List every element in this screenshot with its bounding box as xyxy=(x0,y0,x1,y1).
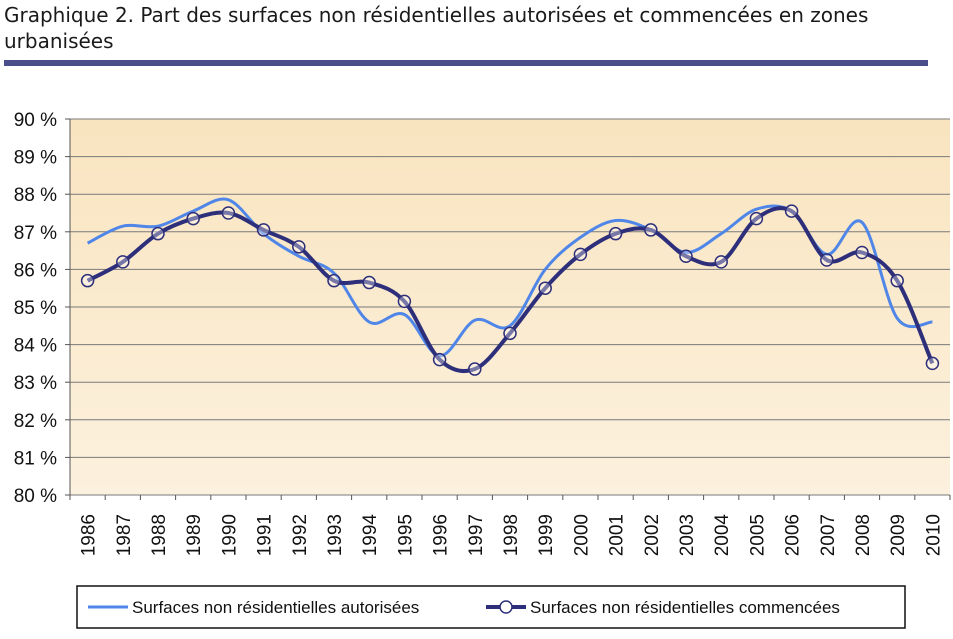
x-axis: 1986 1987 1988 1989 1990 1991 1992 1993 1994 1995… xyxy=(69,495,951,557)
y-tick-label: 84 % xyxy=(14,336,57,357)
data-point xyxy=(468,362,482,376)
data-point xyxy=(151,226,165,241)
y-tick-label: 82 % xyxy=(14,411,57,432)
x-tick-label: 1992 xyxy=(290,514,311,556)
x-tick-label: 1988 xyxy=(149,514,170,556)
x-tick-label: 1995 xyxy=(395,514,416,556)
x-tick-label: 2003 xyxy=(677,514,698,556)
y-tick-label: 81 % xyxy=(14,448,57,469)
data-point xyxy=(608,226,623,241)
data-point xyxy=(784,204,799,218)
data-point xyxy=(714,255,728,269)
x-tick-label: 2010 xyxy=(923,514,944,556)
x-tick-label: 2006 xyxy=(783,514,804,556)
y-axis: 80 % 81 % 82 % 83 % 84 % 85 % 86 % 87 % 88 % 89 %… xyxy=(14,110,70,507)
y-tick-label: 83 % xyxy=(14,373,57,394)
data-point xyxy=(116,255,130,269)
title-rule xyxy=(4,60,928,66)
legend-label-commencees: Surfaces non résidentielles commencées xyxy=(530,598,840,617)
x-tick-label: 1996 xyxy=(431,514,452,556)
data-point xyxy=(80,273,95,288)
x-tick-label: 1993 xyxy=(325,514,346,556)
data-point xyxy=(327,273,341,288)
data-point xyxy=(397,294,412,309)
data-point xyxy=(256,223,271,237)
x-tick-label: 2005 xyxy=(747,514,768,556)
x-tick-label: 1998 xyxy=(501,514,522,556)
x-tick-label: 2002 xyxy=(642,514,663,556)
x-tick-label: 2004 xyxy=(712,514,733,557)
legend-marker-commencees xyxy=(499,600,513,614)
y-tick-label: 85 % xyxy=(14,298,57,319)
x-tick-label: 1997 xyxy=(466,514,487,556)
data-point xyxy=(186,211,200,226)
x-tick-label: 1989 xyxy=(184,514,205,556)
x-tick-label: 2001 xyxy=(607,514,628,556)
x-tick-label: 1994 xyxy=(360,514,381,557)
x-tick-label: 1986 xyxy=(79,514,100,556)
x-tick-label: 2000 xyxy=(571,514,592,556)
y-tick-label: 90 % xyxy=(14,110,57,131)
legend-label-autorisees: Surfaces non résidentielles autorisées xyxy=(132,598,419,617)
data-point xyxy=(749,211,764,226)
y-tick-label: 80 % xyxy=(14,486,57,507)
data-point xyxy=(292,240,306,254)
y-tick-label: 86 % xyxy=(14,260,57,281)
data-point xyxy=(362,275,376,290)
chart-title: Graphique 2. Part des surfaces non résid… xyxy=(4,3,869,53)
data-point xyxy=(644,223,658,237)
data-point xyxy=(855,245,869,260)
data-point xyxy=(925,356,940,371)
legend: Surfaces non résidentielles autorisées Su… xyxy=(76,585,906,629)
data-point xyxy=(538,281,552,295)
series-line-commencees xyxy=(86,206,935,373)
data-point xyxy=(432,352,447,367)
data-point xyxy=(573,247,588,262)
x-tick-label: 1987 xyxy=(114,514,135,556)
data-point xyxy=(679,249,693,263)
y-tick-label: 89 % xyxy=(14,148,57,169)
x-tick-label: 2007 xyxy=(818,514,839,556)
x-tick-label: 1999 xyxy=(536,514,557,556)
x-tick-label: 2009 xyxy=(888,514,909,556)
data-point xyxy=(221,206,236,220)
series-group xyxy=(80,197,940,376)
grid-lines xyxy=(69,118,950,496)
data-point xyxy=(890,273,904,288)
data-point xyxy=(503,326,517,341)
x-tick-label: 1991 xyxy=(255,514,276,556)
x-tick-label: 2008 xyxy=(853,514,874,556)
y-tick-label: 87 % xyxy=(14,223,57,244)
data-point xyxy=(820,253,834,267)
y-tick-label: 88 % xyxy=(14,185,57,206)
x-tick-label: 1990 xyxy=(219,514,240,556)
